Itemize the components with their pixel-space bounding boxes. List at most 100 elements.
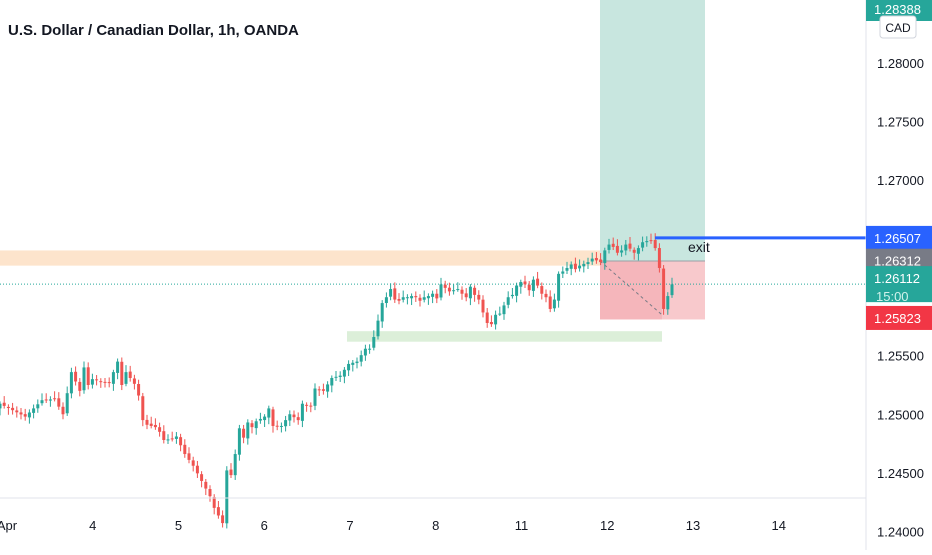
candle: [431, 290, 435, 304]
x-axis-ticks: Apr 4 5 6 7 8 11 12 13 14: [0, 518, 786, 533]
candle: [569, 261, 573, 276]
candle-body: [670, 284, 674, 296]
candle-body: [153, 424, 157, 428]
candle: [573, 257, 577, 273]
candle-body: [473, 287, 477, 295]
candle-body: [326, 384, 330, 392]
candle: [145, 414, 149, 430]
candle: [414, 291, 418, 302]
candle-body: [481, 299, 485, 313]
candle-body: [292, 414, 296, 418]
price-label-text: 1.26312: [874, 254, 921, 269]
candle: [447, 282, 451, 296]
candle-body: [23, 414, 27, 417]
candle: [523, 275, 527, 288]
candle: [78, 378, 82, 397]
candle-body: [271, 409, 275, 426]
candle-body: [208, 489, 212, 497]
candle-body: [594, 257, 598, 261]
candle-body: [27, 412, 31, 418]
candle: [342, 367, 346, 384]
candle-body: [464, 293, 468, 298]
candle-body: [212, 497, 216, 508]
candle-body: [523, 281, 527, 285]
candle-body: [641, 242, 645, 248]
y-tick-label: 1.27500: [877, 115, 924, 130]
candle: [61, 402, 65, 420]
candle: [116, 358, 120, 380]
candle: [393, 282, 397, 303]
candle: [183, 439, 187, 458]
candle-body: [263, 416, 267, 421]
candle: [401, 290, 405, 303]
candle: [187, 447, 191, 464]
candle-body: [582, 263, 586, 267]
candle-body: [662, 268, 666, 309]
candle-body: [389, 289, 393, 297]
candle: [250, 420, 254, 434]
candle: [267, 405, 271, 425]
candle-body: [397, 298, 401, 301]
candle-body: [237, 428, 241, 455]
candle-body: [317, 389, 321, 391]
candle-body: [561, 271, 565, 274]
candle: [536, 271, 540, 289]
candle: [636, 245, 640, 261]
candle: [300, 400, 304, 428]
candle: [174, 432, 178, 444]
candle: [624, 239, 628, 256]
price-label-box: [866, 266, 932, 303]
candle: [246, 419, 250, 445]
candle: [502, 301, 506, 320]
candle: [15, 406, 19, 418]
x-tick-label: Apr: [0, 518, 18, 533]
x-tick-label: 13: [686, 518, 700, 533]
exit-label: exit: [688, 239, 710, 255]
candle: [443, 280, 447, 294]
candle: [363, 344, 367, 361]
candle: [641, 236, 645, 252]
candle: [481, 295, 485, 318]
candle-body: [149, 423, 153, 426]
candle-body: [200, 474, 204, 481]
candle: [456, 282, 460, 292]
candle-body: [645, 241, 649, 243]
candle: [2, 396, 6, 409]
candle: [137, 379, 141, 401]
candle: [426, 293, 430, 305]
candle-body: [531, 279, 535, 291]
candle: [489, 315, 493, 327]
price-label-current: 1.26112 15:00: [866, 266, 932, 304]
candle: [548, 290, 552, 313]
candle-body: [78, 381, 82, 391]
candle-body: [330, 377, 334, 386]
candle-body: [124, 372, 128, 384]
candle-body: [254, 421, 258, 429]
currency-badge-text: CAD: [885, 21, 911, 35]
candle-body: [624, 244, 628, 251]
candle: [477, 290, 481, 305]
take-profit-zone: [600, 0, 705, 261]
price-label-countdown: 15:00: [876, 289, 909, 304]
candle: [615, 239, 619, 256]
candle-body: [586, 262, 590, 265]
candle: [326, 381, 330, 398]
x-tick-label: 6: [261, 518, 268, 533]
candle-body: [342, 369, 346, 377]
x-tick-label: 8: [432, 518, 439, 533]
candle-body: [204, 481, 208, 489]
candle-body: [187, 453, 191, 460]
trade-path-line: [599, 260, 663, 316]
candle: [468, 284, 472, 306]
y-tick-label: 1.28000: [877, 56, 924, 71]
candle: [452, 284, 456, 295]
candle-body: [141, 396, 145, 421]
candle: [275, 420, 279, 431]
candle-body: [6, 406, 10, 409]
candle-body: [611, 243, 615, 247]
candle: [225, 466, 229, 529]
candle-body: [120, 361, 124, 385]
candle: [347, 360, 351, 377]
